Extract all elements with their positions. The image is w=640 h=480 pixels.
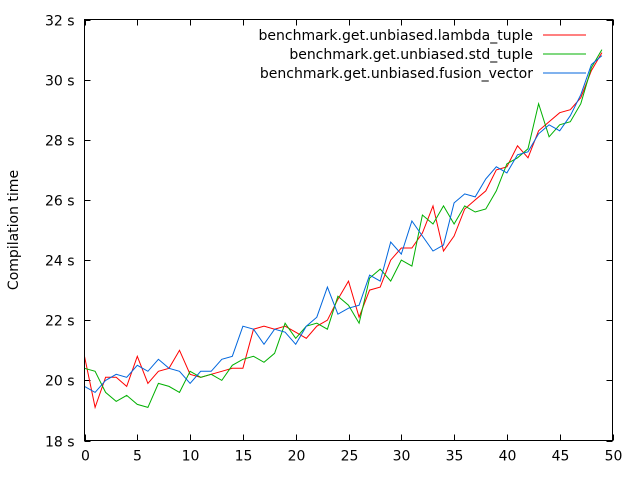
series-line-3 — [84, 55, 603, 394]
legend-label: benchmark.get.unbiased.std_tuple — [289, 47, 533, 63]
x-tick-label: 0 — [81, 449, 90, 465]
x-axis-tick-labels: 0 5 10 15 20 25 30 35 40 45 50 — [81, 449, 622, 465]
x-tick-label: 25 — [341, 449, 359, 465]
x-tick-label: 50 — [605, 449, 623, 465]
series-line-2 — [84, 49, 603, 408]
x-tick-label: 20 — [288, 449, 306, 465]
y-tick-label: 32 s — [45, 14, 75, 30]
legend: benchmark.get.unbiased.lambda_tuplebench… — [259, 28, 586, 82]
series-line-1 — [84, 52, 603, 410]
axis-ticks — [84, 19, 614, 442]
x-tick-label: 45 — [552, 449, 570, 465]
legend-label: benchmark.get.unbiased.fusion_vector — [260, 66, 533, 82]
x-tick-label: 5 — [133, 449, 142, 465]
x-tick-label: 30 — [393, 449, 411, 465]
x-tick-label: 10 — [182, 449, 200, 465]
y-tick-label: 18 s — [45, 435, 75, 451]
x-tick-label: 35 — [446, 449, 464, 465]
y-tick-label: 30 s — [45, 74, 75, 90]
y-axis-tick-labels: 18 s 20 s 22 s 24 s 26 s 28 s 30 s 32 s — [45, 14, 75, 451]
y-tick-label: 28 s — [45, 134, 75, 150]
y-tick-label: 22 s — [45, 314, 75, 330]
legend-label: benchmark.get.unbiased.lambda_tuple — [259, 28, 533, 44]
y-tick-label: 26 s — [45, 194, 75, 210]
y-tick-label: 20 s — [45, 374, 75, 390]
x-tick-label: 15 — [235, 449, 253, 465]
y-axis-label: Compilation time — [6, 170, 22, 290]
y-tick-label: 24 s — [45, 254, 75, 270]
plot-frame — [84, 19, 613, 441]
plot-series — [84, 49, 603, 410]
x-tick-label: 40 — [499, 449, 517, 465]
